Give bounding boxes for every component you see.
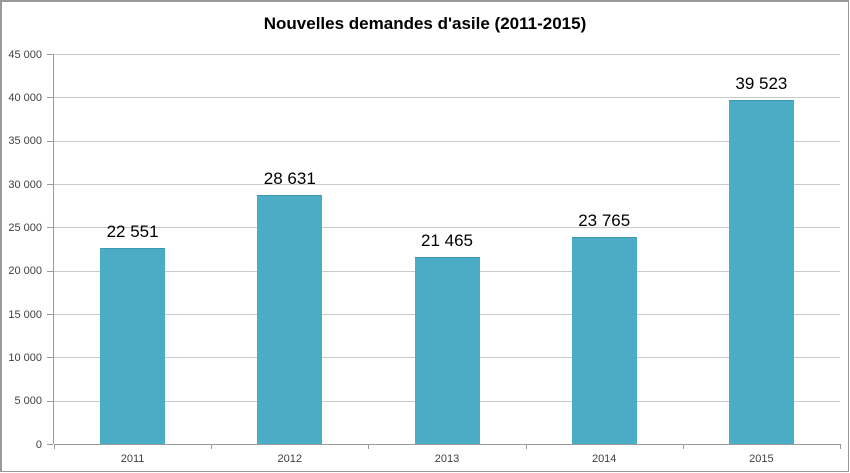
gridline	[54, 184, 840, 185]
x-axis-tick	[211, 444, 213, 449]
chart-title: Nouvelles demandes d'asile (2011-2015)	[263, 14, 587, 33]
y-axis-tick	[47, 270, 53, 272]
x-axis-label-2011: 2011	[120, 453, 145, 465]
y-axis-tick-label: 20 000	[8, 265, 42, 278]
y-axis-tick	[47, 357, 53, 359]
bar-2014	[571, 237, 637, 444]
bar-value-label-2015: 39 523	[735, 74, 788, 93]
gridline	[54, 140, 840, 142]
y-axis-tick-label: 30 000	[8, 178, 42, 191]
y-axis-tick	[47, 227, 53, 229]
y-axis-tick	[47, 444, 53, 445]
y-axis-tick	[47, 184, 53, 185]
plot-area: 0 5 000 10 000 15 000 20 000 25 000 30 000 35 0…	[8, 49, 841, 465]
y-axis-tick-label: 40 000	[8, 91, 42, 104]
gridline	[54, 54, 840, 55]
y-axis-tick	[47, 140, 53, 142]
y-axis-tick-label: 25 000	[8, 221, 42, 234]
bar-2013	[414, 257, 480, 444]
gridline	[54, 227, 840, 229]
x-axis-tick	[54, 444, 55, 449]
x-axis-label-2014: 2014	[591, 453, 617, 465]
x-axis-label-2015: 2015	[749, 453, 774, 465]
bar-2011	[100, 248, 166, 444]
bar-2015	[728, 100, 794, 444]
x-axis-label-2013: 2013	[434, 453, 460, 465]
x-axis-tick	[525, 444, 527, 449]
y-axis-tick-label: 5 000	[14, 395, 42, 408]
bar-2012	[257, 195, 323, 444]
y-axis-tick-label: 10 000	[8, 351, 42, 364]
y-axis-tick-label: 45 000	[8, 48, 42, 61]
y-axis-tick-label: 35 000	[8, 135, 42, 148]
y-axis-tick	[47, 314, 53, 315]
bar-value-label-2014: 23 765	[578, 211, 631, 230]
x-axis-tick	[840, 444, 841, 449]
y-axis-tick-label: 0	[35, 438, 42, 451]
x-axis-label-2012: 2012	[277, 453, 303, 465]
x-axis-line	[54, 444, 840, 445]
y-axis-tick	[47, 400, 53, 402]
y-axis-tick-label: 15 000	[8, 308, 42, 321]
x-axis-tick	[368, 444, 370, 449]
y-axis-tick	[47, 54, 53, 55]
bar-value-label-2011: 22 551	[106, 222, 159, 241]
bar-value-label-2013: 21 465	[421, 231, 473, 250]
y-axis-line	[53, 54, 54, 444]
y-axis-tick	[47, 97, 53, 99]
bar-value-label-2012: 28 631	[263, 169, 316, 188]
gridline	[54, 97, 840, 99]
x-axis-tick	[682, 444, 684, 449]
